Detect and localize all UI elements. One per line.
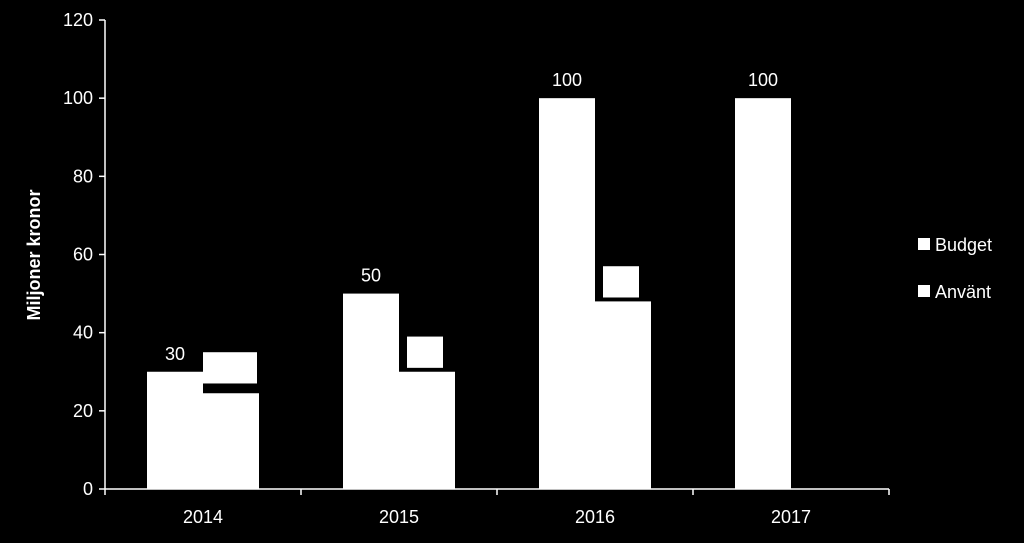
y-tick-label: 60: [73, 245, 93, 265]
annotation-box-2016: [603, 266, 639, 298]
x-tick-label: 2017: [771, 507, 811, 527]
legend-label-budget: Budget: [935, 235, 992, 255]
y-tick-label: 40: [73, 323, 93, 343]
data-label-2014: 30: [165, 344, 185, 364]
legend-swatch-anvant: [918, 285, 930, 297]
bar-budget-2014: [147, 371, 203, 489]
bar-budget-2016: [539, 98, 595, 490]
data-labels: 30 50 100 100: [165, 70, 778, 364]
data-label-2017: 100: [748, 70, 778, 90]
y-tick-label: 100: [63, 88, 93, 108]
legend-swatch-budget: [918, 238, 930, 250]
legend: Budget Använt: [918, 235, 992, 302]
bar-anvant-2016: [595, 301, 651, 489]
bar-anvant-2014: [203, 393, 259, 489]
data-label-2015: 50: [361, 266, 381, 286]
annotation-box-2014: [203, 352, 257, 384]
bar-budget-2015: [343, 293, 399, 489]
legend-label-anvant: Använt: [935, 282, 991, 302]
axes: 0 20 40 60 80 100 120 2014 2015 2016 2017: [63, 10, 890, 527]
x-tick-label: 2016: [575, 507, 615, 527]
bar-anvant-2015: [399, 371, 455, 489]
x-tick-label: 2014: [183, 507, 223, 527]
annotation-box-2015: [407, 336, 443, 368]
y-tick-label: 20: [73, 401, 93, 421]
data-label-2016: 100: [552, 70, 582, 90]
bar-budget-2017: [735, 98, 791, 490]
y-tick-label: 120: [63, 10, 93, 30]
bars: [147, 98, 791, 490]
x-tick-label: 2015: [379, 507, 419, 527]
y-tick-label: 0: [83, 479, 93, 499]
y-axis-title: Miljoner kronor: [24, 189, 44, 320]
y-tick-label: 80: [73, 166, 93, 186]
